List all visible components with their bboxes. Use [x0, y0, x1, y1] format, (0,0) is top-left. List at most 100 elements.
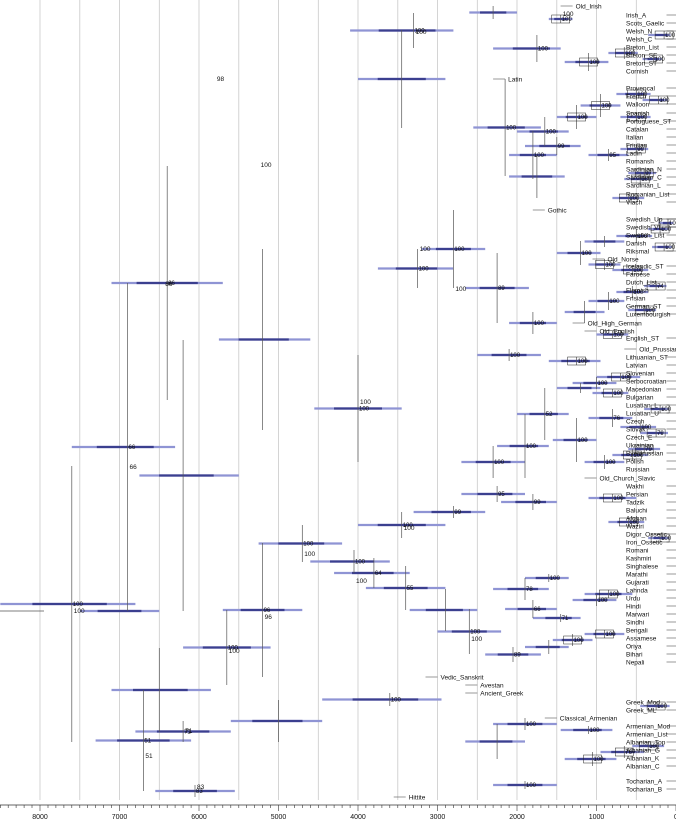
- support-value: 71: [562, 616, 569, 622]
- support-box: [650, 404, 670, 414]
- tip-label: Faroese: [626, 271, 650, 278]
- node-age-intervals: [0, 11, 674, 793]
- support-value: 78: [526, 587, 533, 593]
- support-value: 100: [391, 698, 402, 704]
- support-values: 100 100 100 100 100 100 100 100 100 100 100 100 99 95…: [73, 11, 676, 795]
- tip-label: Czech_E: [626, 434, 653, 441]
- support-value: 100: [637, 234, 648, 240]
- support-value: 89: [514, 653, 521, 659]
- tip-label: Albanian_Top: [626, 739, 666, 746]
- tip-label: Armenian_List: [626, 731, 668, 738]
- support-box: [583, 754, 602, 764]
- support-value: 100: [649, 744, 660, 750]
- support-value: 100: [665, 245, 676, 251]
- tip-label: Armenian_Mod: [626, 723, 670, 730]
- support-value: 51: [144, 739, 151, 745]
- tip-label: French: [626, 93, 647, 100]
- support-box: [603, 493, 622, 503]
- tip-label: Sindhi: [626, 619, 644, 626]
- tip-label: Urdu: [626, 595, 640, 602]
- support-value: 100: [578, 115, 589, 121]
- axis-tick-label: 5000: [271, 814, 287, 820]
- support-value: 100: [73, 602, 84, 608]
- support-value: 74: [657, 284, 664, 290]
- ancient-tip-label: Avestan: [480, 682, 504, 689]
- ancient-tip-label: Gothic: [548, 207, 568, 214]
- tip-label: Swedish_List: [626, 232, 664, 239]
- support-value: 100: [669, 221, 676, 227]
- tip-label: Scots_Gaelic: [626, 20, 665, 27]
- support-box: [615, 48, 634, 58]
- support-box: [627, 144, 646, 154]
- deep-support-value: 100: [455, 286, 466, 293]
- tip-label: Italian: [626, 134, 644, 141]
- support-value: 66: [129, 445, 136, 451]
- support-value: 100: [665, 33, 676, 39]
- support-value: 97: [645, 171, 652, 177]
- tip-label: Dutch_List: [626, 279, 657, 286]
- support-value: 100: [606, 632, 617, 638]
- support-value: 100: [355, 560, 366, 566]
- support-box: [599, 589, 618, 599]
- support-value: 100: [303, 542, 314, 548]
- tip-label: Breton_List: [626, 44, 659, 51]
- tip-label: Lusatian_L: [626, 402, 658, 409]
- support-value: 100: [526, 722, 537, 728]
- deep-support-value: 71: [185, 728, 193, 735]
- tip-label: German_ST: [626, 303, 661, 310]
- support-value: 86: [168, 281, 175, 287]
- support-value: 100: [633, 268, 644, 274]
- support-box: [595, 260, 614, 269]
- axis-tick-label: 6000: [191, 814, 207, 820]
- tip-label: Breton_ST: [626, 60, 657, 67]
- support-value: 100: [633, 453, 644, 459]
- tip-label: Friulian: [626, 142, 648, 149]
- support-value: 100: [655, 57, 666, 63]
- tip-label: Oriya: [626, 643, 642, 650]
- support-value: 83: [196, 789, 203, 795]
- tip-label: Albanian_G: [626, 747, 660, 754]
- support-value: 99: [637, 147, 644, 153]
- support-box: [603, 330, 622, 339]
- tip-label: Marwari: [626, 611, 649, 618]
- tip-label: Polish: [626, 458, 644, 465]
- deep-support-value: 100: [404, 525, 415, 532]
- tip-label: Hindi: [626, 603, 641, 610]
- support-value: 95: [609, 153, 616, 159]
- support-value: 100: [606, 263, 617, 269]
- tip-label: Iron_Ossetic: [626, 539, 663, 546]
- support-value: 100: [629, 520, 640, 526]
- support-box: [623, 450, 642, 460]
- tip-label: Icelandic_ST: [626, 263, 664, 270]
- support-value: 64: [375, 571, 382, 577]
- support-value: 100: [637, 92, 648, 98]
- support-value: 89: [498, 286, 505, 292]
- tip-label: Provencal: [626, 85, 655, 92]
- support-value: 100: [661, 227, 672, 233]
- tip-label: Walloon: [626, 101, 650, 108]
- support-value: 52: [546, 412, 553, 418]
- tip-label: Luxembourgish: [626, 311, 671, 318]
- tip-label: Tadzik: [626, 499, 645, 506]
- axis-tick-label: 8000: [32, 814, 48, 820]
- support-value: 100: [613, 496, 624, 502]
- ancient-tip-label: Old_English: [600, 328, 635, 335]
- tip-label: Lusatian_U: [626, 410, 659, 417]
- support-value: 100: [562, 17, 573, 23]
- ancient-tip-label: Old_Church_Slavic: [600, 475, 656, 482]
- tip-label: Welsh_N: [626, 28, 653, 35]
- tip-label: Sardinian_C: [626, 174, 662, 181]
- tip-label: Digor_Ossetic: [626, 531, 668, 538]
- support-box: [644, 54, 663, 64]
- support-value: 100: [526, 444, 537, 450]
- tip-label: Romansh: [626, 158, 654, 165]
- tip-label: Lithuanian_ST: [626, 354, 668, 361]
- deep-support-value: 100: [416, 29, 427, 36]
- support-value: 100: [578, 359, 589, 365]
- tip-label: Portuguese_ST: [626, 118, 671, 125]
- tip-label: Nepali: [626, 659, 644, 666]
- tip-label: Tocharian_B: [626, 786, 662, 793]
- tip-label: Albanian_K: [626, 755, 660, 762]
- support-box: [650, 533, 670, 543]
